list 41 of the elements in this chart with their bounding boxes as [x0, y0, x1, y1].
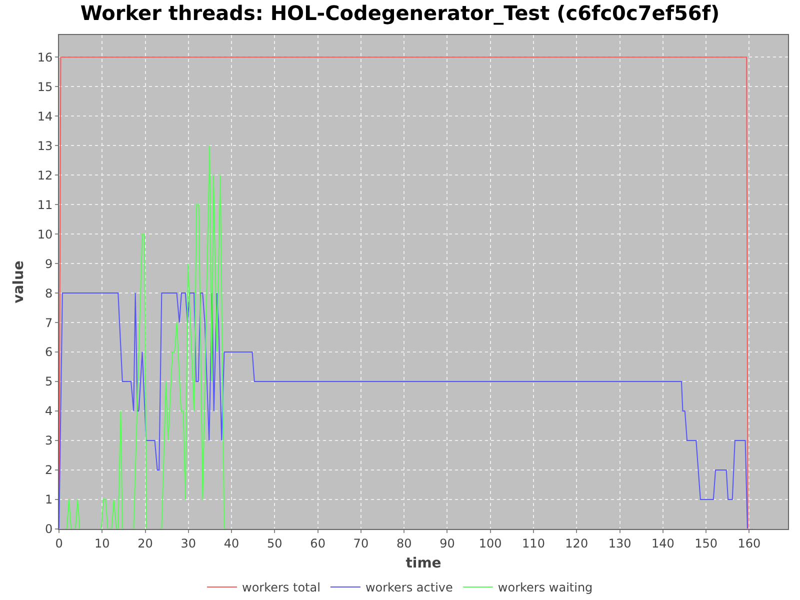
x-tick-label: 30 — [180, 536, 196, 550]
y-tick-label: 6 — [44, 345, 53, 360]
y-tick-label: 2 — [44, 463, 53, 478]
x-tick-label: 70 — [353, 536, 369, 550]
x-tick-label: 60 — [310, 536, 326, 550]
y-tick-label: 3 — [44, 434, 53, 448]
x-tick-label: 110 — [522, 536, 545, 550]
y-tick-label: 15 — [37, 80, 53, 94]
y-tick-label: 7 — [44, 316, 53, 330]
y-tick-label: 14 — [37, 109, 53, 124]
y-tick-label: 13 — [37, 138, 53, 153]
line-series — [59, 145, 753, 529]
y-axis-title: value — [10, 260, 27, 304]
legend-label: workers active — [365, 580, 453, 595]
x-tick-label: 140 — [651, 536, 674, 550]
y-tick-label: 8 — [44, 286, 53, 300]
x-tick-label: 150 — [694, 536, 718, 550]
x-axis-title: time — [406, 556, 442, 572]
x-tick-label: 160 — [738, 536, 761, 550]
y-tick-label: 11 — [37, 198, 53, 212]
x-tick-label: 130 — [608, 536, 632, 550]
y-tick-label: 5 — [44, 374, 53, 389]
y-tick-label: 0 — [44, 522, 53, 536]
legend-label: workers total — [242, 580, 320, 595]
y-tick-label: 9 — [44, 256, 53, 271]
x-tick-label: 10 — [94, 536, 110, 550]
chart-title: Worker threads: HOL-Codegenerator_Test (c6fc0c7ef56f) — [80, 1, 720, 25]
x-tick-label: 40 — [224, 536, 240, 550]
y-tick-label: 10 — [37, 227, 53, 242]
x-tick-label: 80 — [396, 536, 412, 550]
legend-label: workers waiting — [498, 580, 593, 595]
x-tick-label: 20 — [138, 536, 153, 550]
y-tick-label: 1 — [44, 492, 53, 507]
y-tick-label: 4 — [44, 404, 53, 418]
x-tick-label: 0 — [55, 536, 63, 550]
y-tick-label: 12 — [37, 168, 53, 182]
x-tick-label: 120 — [565, 536, 588, 550]
x-tick-label: 100 — [478, 536, 502, 550]
x-tick-label: 50 — [267, 536, 282, 550]
y-tick-label: 16 — [37, 50, 53, 64]
x-tick-label: 90 — [440, 536, 455, 550]
